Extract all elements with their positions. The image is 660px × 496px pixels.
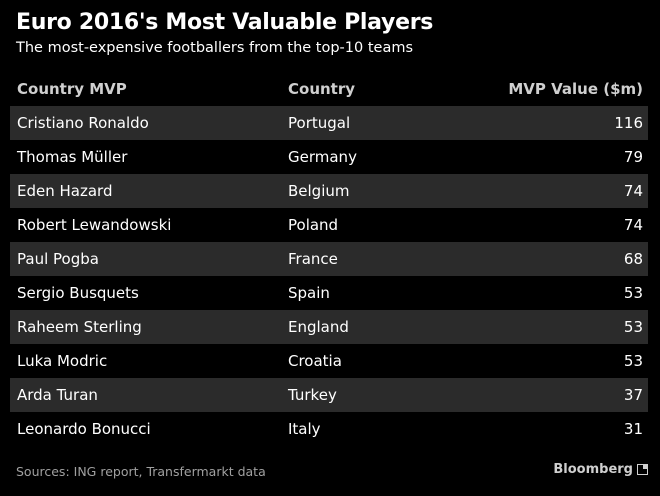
cell-value: 53: [623, 318, 643, 336]
column-header-value: MVP Value ($m): [508, 80, 643, 98]
cell-player: Robert Lewandowski: [17, 216, 172, 234]
cell-country: France: [288, 250, 338, 268]
brand-name: Bloomberg: [553, 462, 633, 477]
table-row: Eden Hazard Belgium 74: [10, 174, 648, 208]
cell-country: Poland: [288, 216, 339, 234]
cell-value: 53: [623, 284, 643, 302]
cell-player: Arda Turan: [17, 386, 98, 404]
cell-value: 74: [623, 216, 643, 234]
cell-country: Germany: [288, 148, 357, 166]
cell-value: 68: [623, 250, 643, 268]
cell-country: Italy: [288, 420, 321, 438]
table-row: Leonardo Bonucci Italy 31: [10, 412, 648, 446]
table-row: Thomas Müller Germany 79: [10, 140, 648, 174]
source-note: Sources: ING report, Transfermarkt data: [16, 464, 266, 479]
player-value-table: Country MVP Country MVP Value ($m) Crist…: [10, 72, 648, 446]
column-header-country: Country: [288, 80, 356, 98]
cell-country: Croatia: [288, 352, 342, 370]
cell-country: England: [288, 318, 349, 336]
table-header: Country MVP Country MVP Value ($m): [10, 72, 648, 106]
table-row: Arda Turan Turkey 37: [10, 378, 648, 412]
cell-country: Portugal: [288, 114, 351, 132]
cell-player: Raheem Sterling: [17, 318, 142, 336]
cell-country: Turkey: [288, 386, 337, 404]
column-header-mvp: Country MVP: [17, 80, 127, 98]
table-row: Raheem Sterling England 53: [10, 310, 648, 344]
cell-value: 37: [623, 386, 643, 404]
table-body: Cristiano Ronaldo Portugal 116 Thomas Mülle…: [10, 106, 648, 446]
bloomberg-mark-icon: [637, 464, 648, 475]
cell-value: 31: [623, 420, 643, 438]
cell-value: 79: [623, 148, 643, 166]
cell-player: Thomas Müller: [17, 148, 128, 166]
brand-logo: Bloomberg: [553, 462, 648, 477]
chart-title: Euro 2016's Most Valuable Players: [16, 10, 434, 35]
cell-country: Spain: [288, 284, 330, 302]
table-row: Luka Modric Croatia 53: [10, 344, 648, 378]
cell-player: Paul Pogba: [17, 250, 99, 268]
cell-value: 53: [623, 352, 643, 370]
cell-player: Eden Hazard: [17, 182, 113, 200]
cell-player: Leonardo Bonucci: [17, 420, 151, 438]
cell-player: Sergio Busquets: [17, 284, 139, 302]
cell-value: 116: [614, 114, 643, 132]
chart-subtitle: The most-expensive footballers from the …: [16, 40, 414, 56]
table-row: Paul Pogba France 68: [10, 242, 648, 276]
cell-player: Luka Modric: [17, 352, 108, 370]
table-row: Cristiano Ronaldo Portugal 116: [10, 106, 648, 140]
table-row: Sergio Busquets Spain 53: [10, 276, 648, 310]
table-row: Robert Lewandowski Poland 74: [10, 208, 648, 242]
cell-player: Cristiano Ronaldo: [17, 114, 149, 132]
cell-country: Belgium: [288, 182, 350, 200]
cell-value: 74: [623, 182, 643, 200]
